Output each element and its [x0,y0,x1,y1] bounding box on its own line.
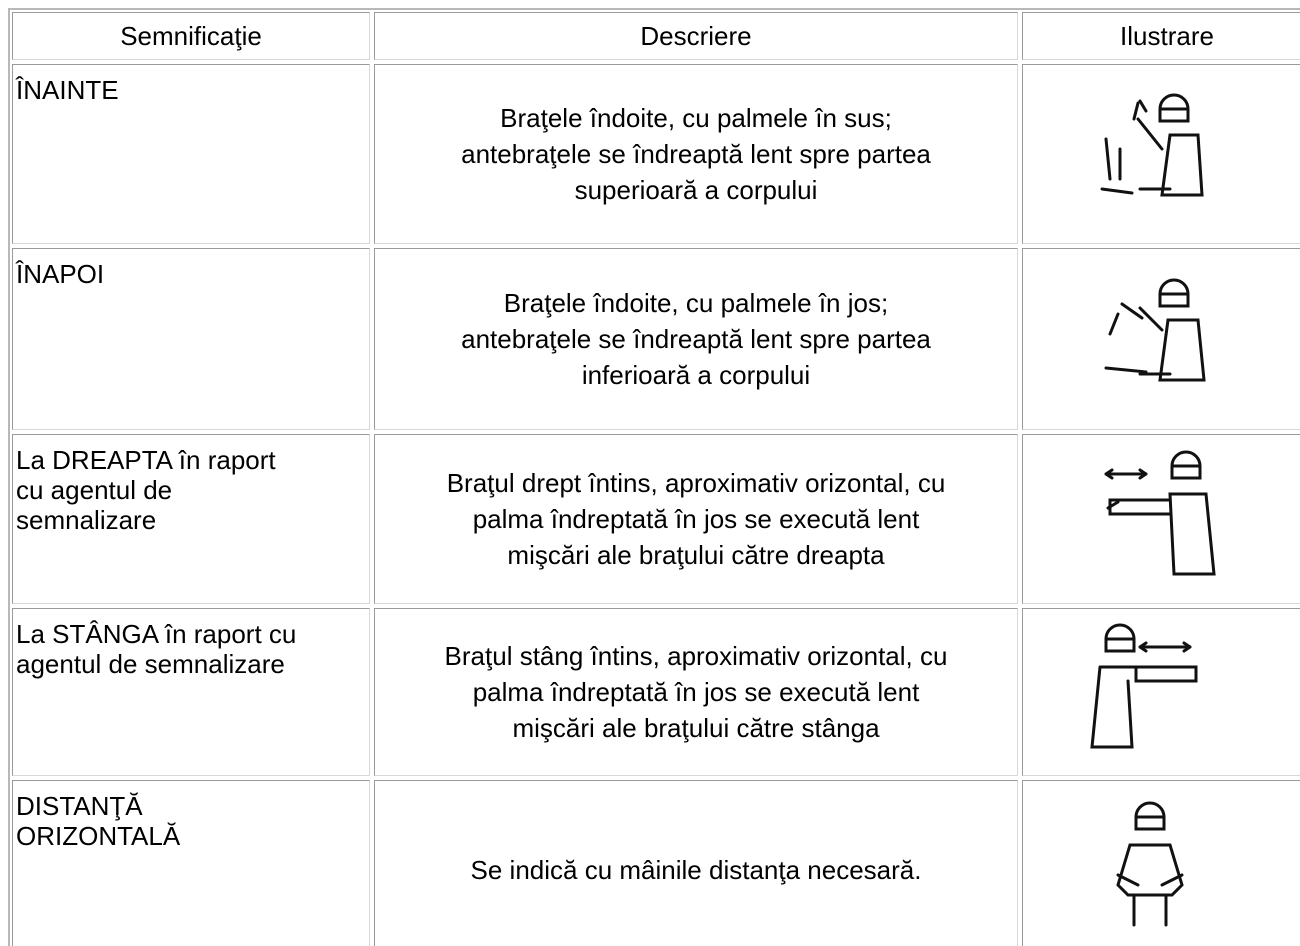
text-line: DISTANŢĂ [16,791,143,821]
illustration [1104,278,1206,382]
label-cell: ÎNAINTE [12,64,370,244]
illustration [1104,450,1216,576]
header-cell: Ilustrare [1022,12,1300,60]
text-line: Braţul drept întins, aproximativ orizont… [446,468,946,498]
illustration-cell [1022,64,1300,244]
text-line: Braţele îndoite, cu palmele în jos; [503,288,889,318]
header-cell: Descriere [374,12,1018,60]
description-cell: Braţele îndoite, cu palmele în sus; anteb… [374,64,1018,244]
text-line: semnalizare [16,505,157,535]
description-cell: Braţele îndoite, cu palmele în jos; anteb… [374,248,1018,430]
text-line: cu agentul de [16,475,173,505]
figure-sketch [1104,278,1206,382]
illustration-cell [1022,608,1300,776]
illustration-cell [1022,434,1300,604]
text-line: ÎNAPOI [16,259,105,289]
illustration-cell [1022,780,1300,946]
illustration [1090,623,1198,749]
table-border [8,8,1300,946]
figure-sketch [1090,623,1198,749]
text-line: agentul de semnalizare [16,649,285,679]
label-cell: ÎNAPOI [12,248,370,430]
header-cell: Semnificaţie [12,12,370,60]
text-line: mişcări ale braţului către dreapta [507,540,885,570]
figure-sketch [1116,801,1184,927]
label-cell: La DREAPTA în raport cu agentul de semnali… [12,434,370,604]
text-line: antebraţele se îndreaptă lent spre parte… [461,139,931,169]
text-line: ORIZONTALĂ [16,821,181,851]
text-line: mişcări ale braţului către stânga [512,713,880,743]
description-cell: Braţul stâng întins, aproximativ orizont… [374,608,1018,776]
label-cell: La STÂNGA în raport cu agentul de semnali… [12,608,370,776]
text-line: La STÂNGA în raport cu [16,619,297,649]
text-line: Braţele îndoite, cu palmele în sus; [500,103,892,133]
label-cell: DISTANŢĂ ORIZONTALĂ [12,780,370,946]
text-line: superioară a corpului [574,175,818,205]
text-line: ÎNAINTE [16,75,119,105]
figure-sketch [1100,93,1204,197]
figure-sketch [1104,450,1216,576]
text-line: inferioară a corpului [581,360,811,390]
text-line: palma îndreptată în jos se execută lent [472,677,920,707]
text-line: Semnificaţie [120,21,262,51]
description-cell: Braţul drept întins, aproximativ orizont… [374,434,1018,604]
illustration [1100,93,1204,197]
illustration-cell [1022,248,1300,430]
illustration [1116,801,1184,927]
text-line: antebraţele se îndreaptă lent spre parte… [461,324,931,354]
description-cell: Se indică cu mâinile distanţa necesară. [374,780,1018,946]
text-line: Descriere [640,21,752,51]
text-line: palma îndreptată în jos se execută lent [472,504,920,534]
text-line: La DREAPTA în raport [16,445,276,475]
text-line: Braţul stâng întins, aproximativ orizont… [444,641,948,671]
text-line: Se indică cu mâinile distanţa necesară. [470,855,922,885]
text-line: Ilustrare [1120,21,1214,51]
